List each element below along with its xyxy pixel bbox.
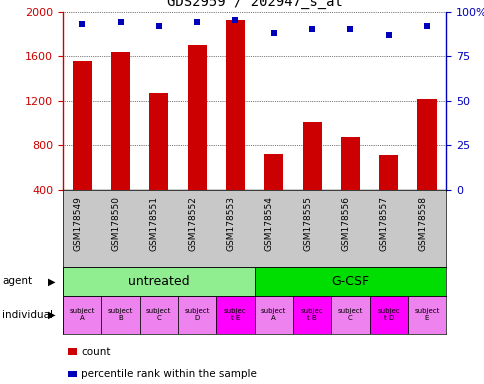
Bar xyxy=(216,296,254,334)
Text: subject
A: subject A xyxy=(260,308,286,321)
Bar xyxy=(73,61,91,190)
Text: GSM178550: GSM178550 xyxy=(111,196,120,251)
Text: subject
C: subject C xyxy=(337,308,363,321)
Text: subjec
t E: subjec t E xyxy=(224,308,246,321)
Bar xyxy=(178,296,216,334)
Bar xyxy=(407,296,445,334)
Text: GSM178556: GSM178556 xyxy=(341,196,349,251)
Bar xyxy=(369,296,407,334)
Text: count: count xyxy=(81,346,111,357)
Bar xyxy=(187,45,206,190)
Point xyxy=(154,23,162,29)
Bar xyxy=(417,99,436,190)
Bar xyxy=(378,156,397,190)
Bar xyxy=(111,52,130,190)
Point xyxy=(346,26,353,33)
Bar xyxy=(340,136,359,190)
Bar xyxy=(254,296,292,334)
Text: GSM178555: GSM178555 xyxy=(302,196,312,251)
Text: ▶: ▶ xyxy=(48,276,56,286)
Point xyxy=(422,23,430,29)
Text: agent: agent xyxy=(2,276,32,286)
Text: subjec
t B: subjec t B xyxy=(300,308,323,321)
Bar xyxy=(302,122,321,190)
Text: GSM178557: GSM178557 xyxy=(379,196,388,251)
Text: GSM178551: GSM178551 xyxy=(150,196,158,251)
Text: subject
E: subject E xyxy=(413,308,439,321)
Point xyxy=(78,21,86,27)
Bar xyxy=(226,20,244,190)
Bar xyxy=(101,296,139,334)
Text: ▶: ▶ xyxy=(48,310,56,320)
Text: GSM178558: GSM178558 xyxy=(417,196,426,251)
Bar xyxy=(63,267,254,296)
Text: GSM178553: GSM178553 xyxy=(226,196,235,251)
Text: GSM178554: GSM178554 xyxy=(264,196,273,251)
Text: subject
A: subject A xyxy=(69,308,95,321)
Point xyxy=(116,19,124,25)
Point xyxy=(193,19,200,25)
Text: subject
B: subject B xyxy=(107,308,133,321)
Text: individual: individual xyxy=(2,310,53,320)
Bar xyxy=(292,296,331,334)
Title: GDS2959 / 202947_s_at: GDS2959 / 202947_s_at xyxy=(166,0,342,9)
Point xyxy=(384,31,392,38)
Text: subjec
t D: subjec t D xyxy=(377,308,399,321)
Bar xyxy=(63,296,101,334)
Point xyxy=(231,17,239,23)
Bar xyxy=(149,93,168,190)
Text: GSM178549: GSM178549 xyxy=(73,196,82,251)
Text: subject
C: subject C xyxy=(146,308,171,321)
Text: subject
D: subject D xyxy=(184,308,210,321)
Bar xyxy=(139,296,178,334)
Point xyxy=(307,26,315,33)
Point xyxy=(269,30,277,36)
Bar xyxy=(254,267,445,296)
Text: untreated: untreated xyxy=(128,275,189,288)
Text: G-CSF: G-CSF xyxy=(331,275,369,288)
Bar xyxy=(264,154,283,190)
Bar xyxy=(331,296,369,334)
Text: percentile rank within the sample: percentile rank within the sample xyxy=(81,369,257,379)
Text: GSM178552: GSM178552 xyxy=(188,196,197,251)
